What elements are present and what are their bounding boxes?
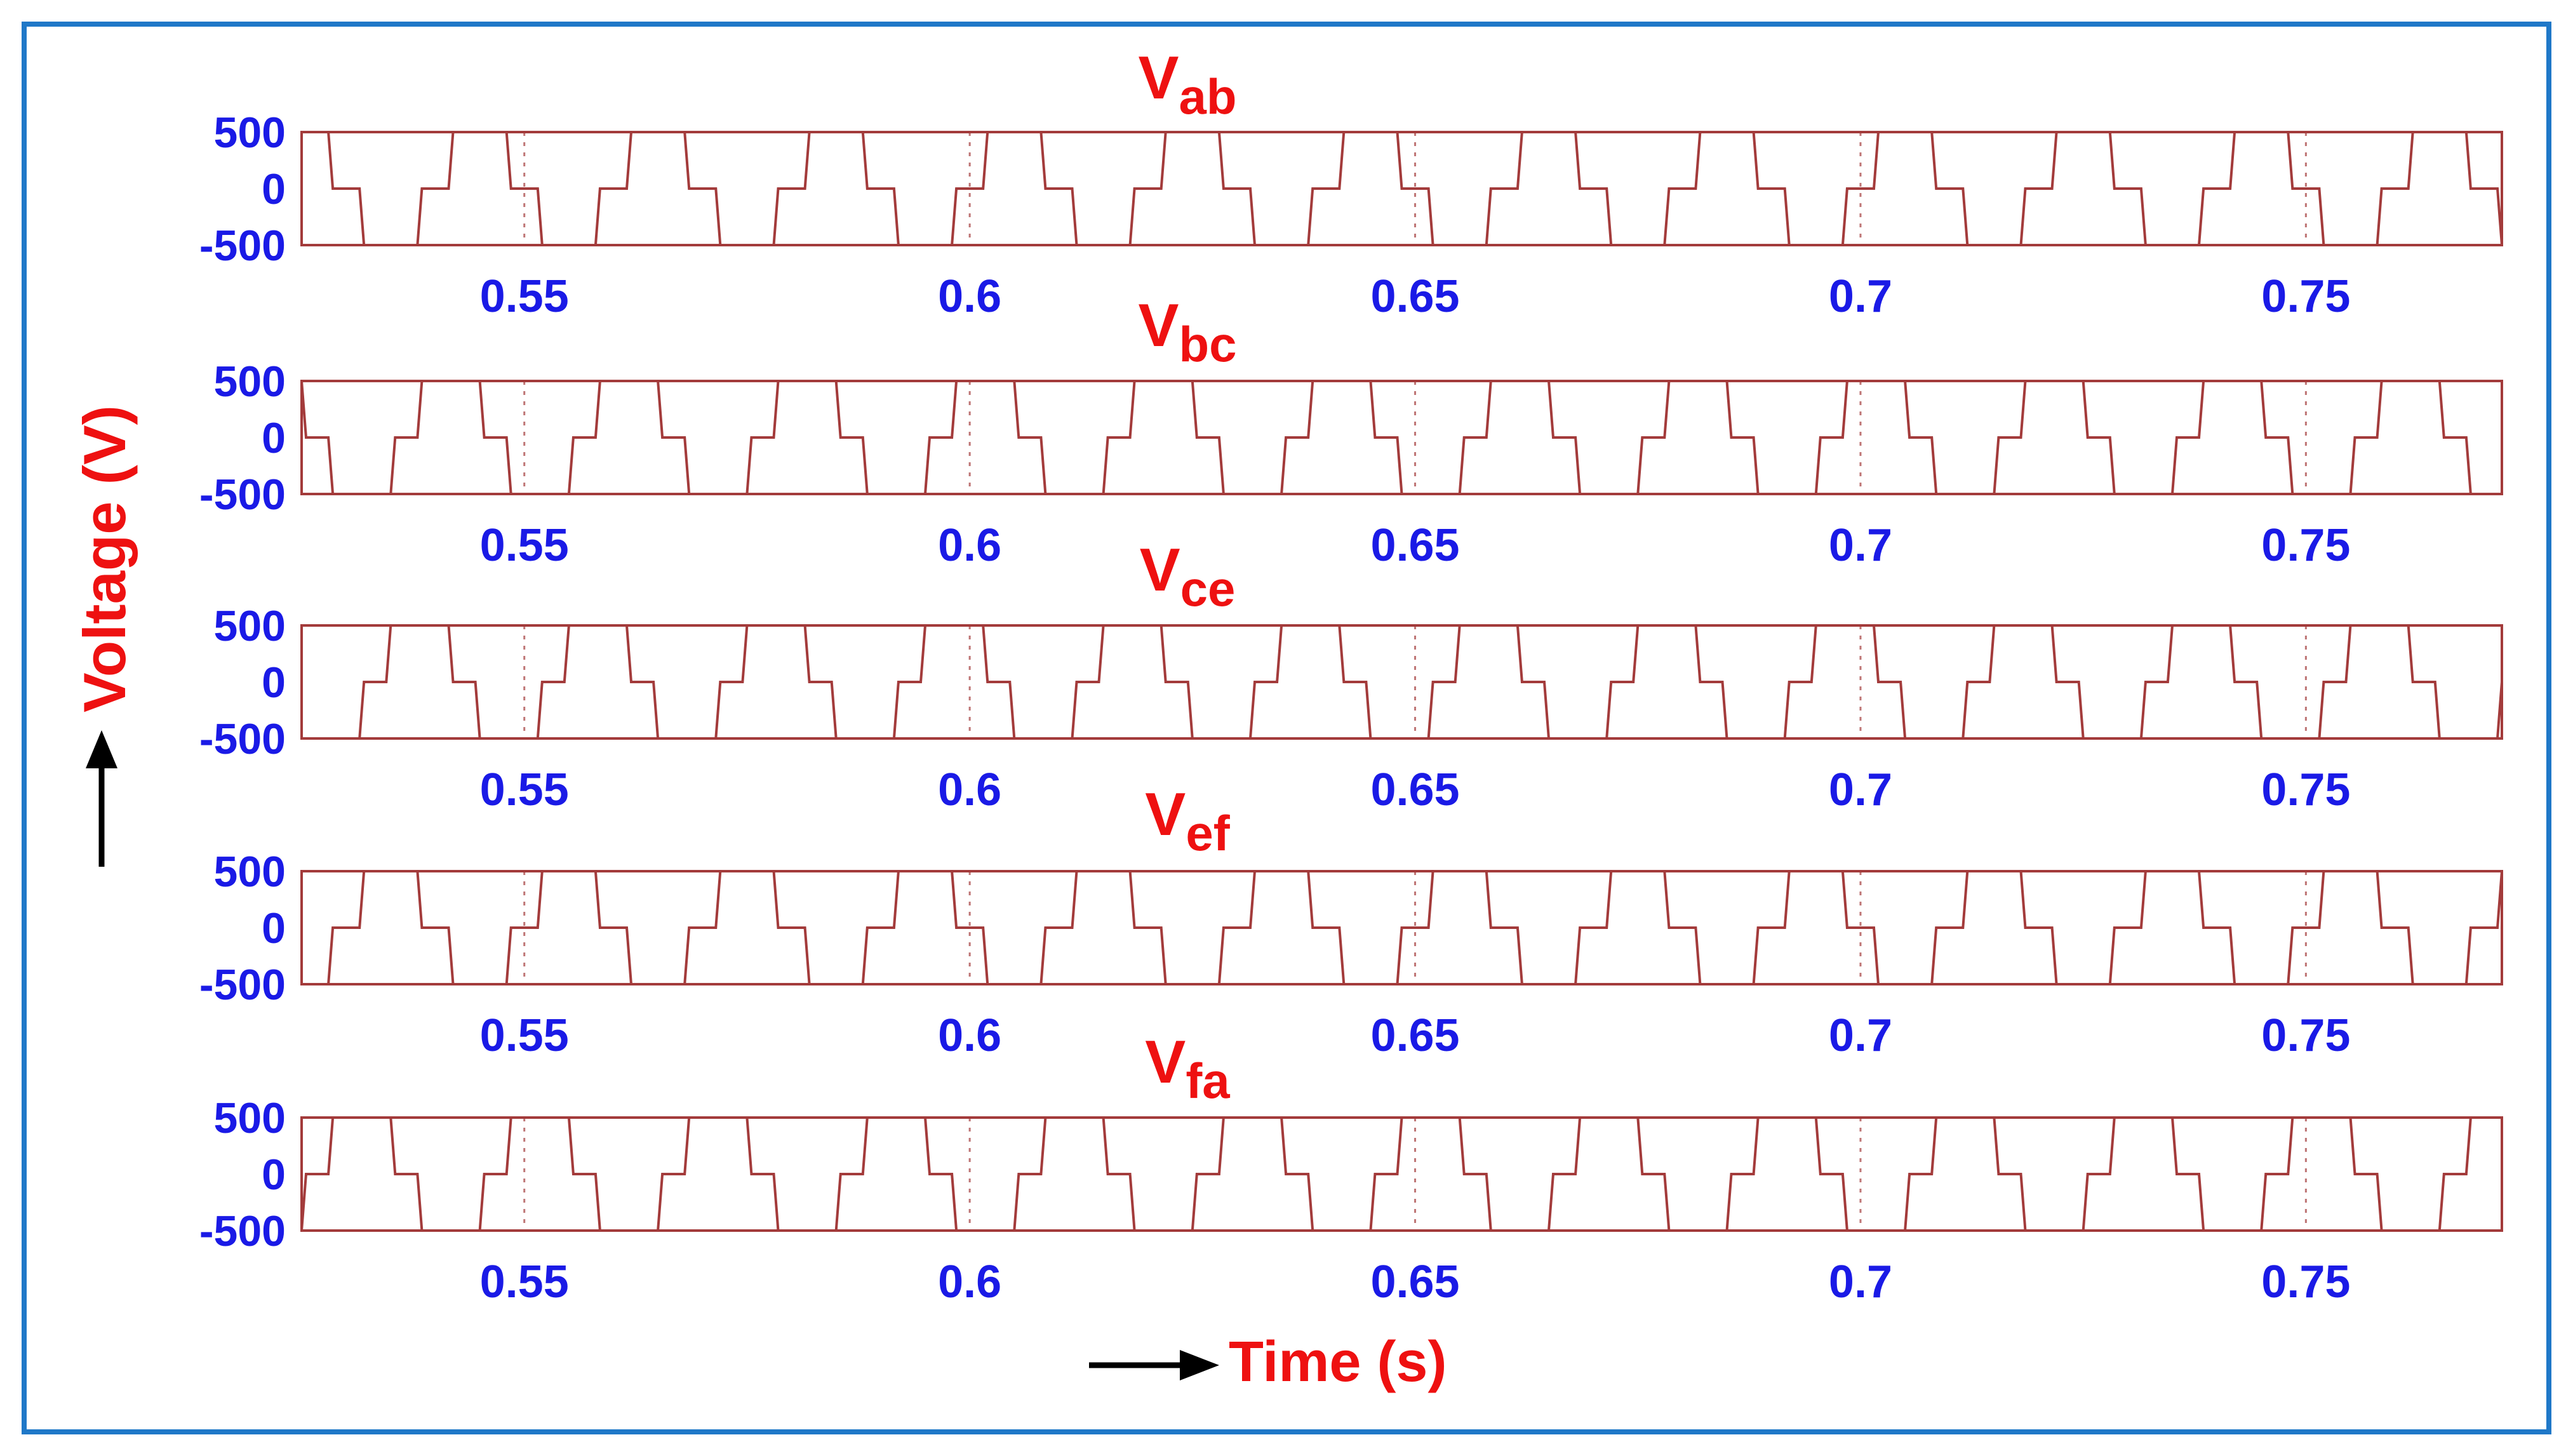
x-axis-arrow-icon xyxy=(1089,1350,1219,1380)
x-tick-label: 0.55 xyxy=(480,520,569,571)
panel-title: Vce xyxy=(1140,536,1236,617)
waveform-series xyxy=(302,131,2503,246)
y-tick-label: -500 xyxy=(199,961,286,1009)
panel-title-main: V xyxy=(1138,291,1179,359)
panel-title: Vab xyxy=(1138,44,1236,124)
x-tick-label: 0.75 xyxy=(2261,765,2350,815)
x-tick-label: 0.6 xyxy=(938,271,1001,322)
x-tick-label: 0.55 xyxy=(480,765,569,815)
panel-vab: Vab 500 0 -500 0.55 0.6 0.65 0.7 0.75 xyxy=(199,44,2503,322)
panel-vce: Vce 500 0 -500 0.55 0.6 0.65 0.7 0.75 xyxy=(199,536,2503,815)
x-tick-label: 0.65 xyxy=(1370,271,1459,322)
x-tick-label: 0.6 xyxy=(938,520,1001,571)
x-tick-label: 0.65 xyxy=(1370,1010,1459,1061)
panel-title-sub: ef xyxy=(1186,805,1230,861)
panel-title-sub: bc xyxy=(1179,316,1237,372)
y-tick-label: 500 xyxy=(214,602,286,650)
y-tick-label: 0 xyxy=(262,658,286,707)
y-tick-label: 0 xyxy=(262,904,286,952)
x-tick-label: 0.75 xyxy=(2261,271,2350,322)
y-tick-label: -500 xyxy=(199,471,286,519)
x-axis-label: Time (s) xyxy=(1229,1330,1447,1394)
y-tick-label: 500 xyxy=(214,109,286,157)
plot-box xyxy=(300,131,2503,246)
y-tick-label: 0 xyxy=(262,1151,286,1199)
x-tick-label: 0.75 xyxy=(2261,1257,2350,1307)
x-tick-label: 0.7 xyxy=(1829,1257,1892,1307)
panel-vbc: Vbc 500 0 -500 0.55 0.6 0.65 0.7 0.75 xyxy=(199,291,2503,571)
waveform-series xyxy=(302,870,2503,985)
panel-title-main: V xyxy=(1138,44,1179,112)
panel-title: Vfa xyxy=(1145,1028,1230,1109)
x-tick-label: 0.7 xyxy=(1829,520,1892,571)
panel-vef: Vef 500 0 -500 0.55 0.6 0.65 0.7 0.75 xyxy=(199,780,2503,1061)
y-axis-arrow-icon xyxy=(86,730,117,867)
y-tick-label: 500 xyxy=(214,848,286,896)
x-tick-label: 0.55 xyxy=(480,1010,569,1061)
y-tick-label: -500 xyxy=(199,1207,286,1255)
y-tick-label: -500 xyxy=(199,222,286,270)
x-tick-label: 0.55 xyxy=(480,271,569,322)
y-tick-label: 500 xyxy=(214,1094,286,1142)
waveform-series xyxy=(300,1116,2502,1232)
waveform-series xyxy=(300,380,2502,495)
x-tick-label: 0.6 xyxy=(938,765,1001,815)
panel-title-main: V xyxy=(1145,780,1186,848)
x-tick-label: 0.65 xyxy=(1370,1257,1459,1307)
panel-title-sub: fa xyxy=(1186,1053,1230,1109)
x-tick-label: 0.75 xyxy=(2261,520,2350,571)
y-tick-label: 0 xyxy=(262,165,286,213)
x-tick-label: 0.55 xyxy=(480,1257,569,1307)
panel-vfa: Vfa 500 0 -500 0.55 0.6 0.65 0.7 0.75 xyxy=(199,1028,2503,1307)
panel-title-main: V xyxy=(1145,1028,1186,1096)
y-tick-label: 500 xyxy=(214,357,286,406)
panel-title: Vef xyxy=(1145,780,1230,861)
x-tick-label: 0.65 xyxy=(1370,765,1459,815)
x-tick-label: 0.6 xyxy=(938,1010,1001,1061)
panel-title-sub: ce xyxy=(1180,561,1236,617)
waveform-series xyxy=(302,624,2503,740)
x-tick-label: 0.7 xyxy=(1829,1010,1892,1061)
panel-title-main: V xyxy=(1140,536,1180,604)
x-tick-label: 0.75 xyxy=(2261,1010,2350,1061)
figure-frame xyxy=(22,22,2551,1434)
y-tick-label: 0 xyxy=(262,414,286,462)
x-tick-label: 0.7 xyxy=(1829,765,1892,815)
x-tick-label: 0.6 xyxy=(938,1257,1001,1307)
y-tick-label: -500 xyxy=(199,715,286,763)
x-tick-label: 0.65 xyxy=(1370,520,1459,571)
plot-box xyxy=(300,870,2503,985)
panel-title: Vbc xyxy=(1138,291,1236,372)
x-tick-label: 0.7 xyxy=(1829,271,1892,322)
panel-title-sub: ab xyxy=(1179,69,1237,124)
